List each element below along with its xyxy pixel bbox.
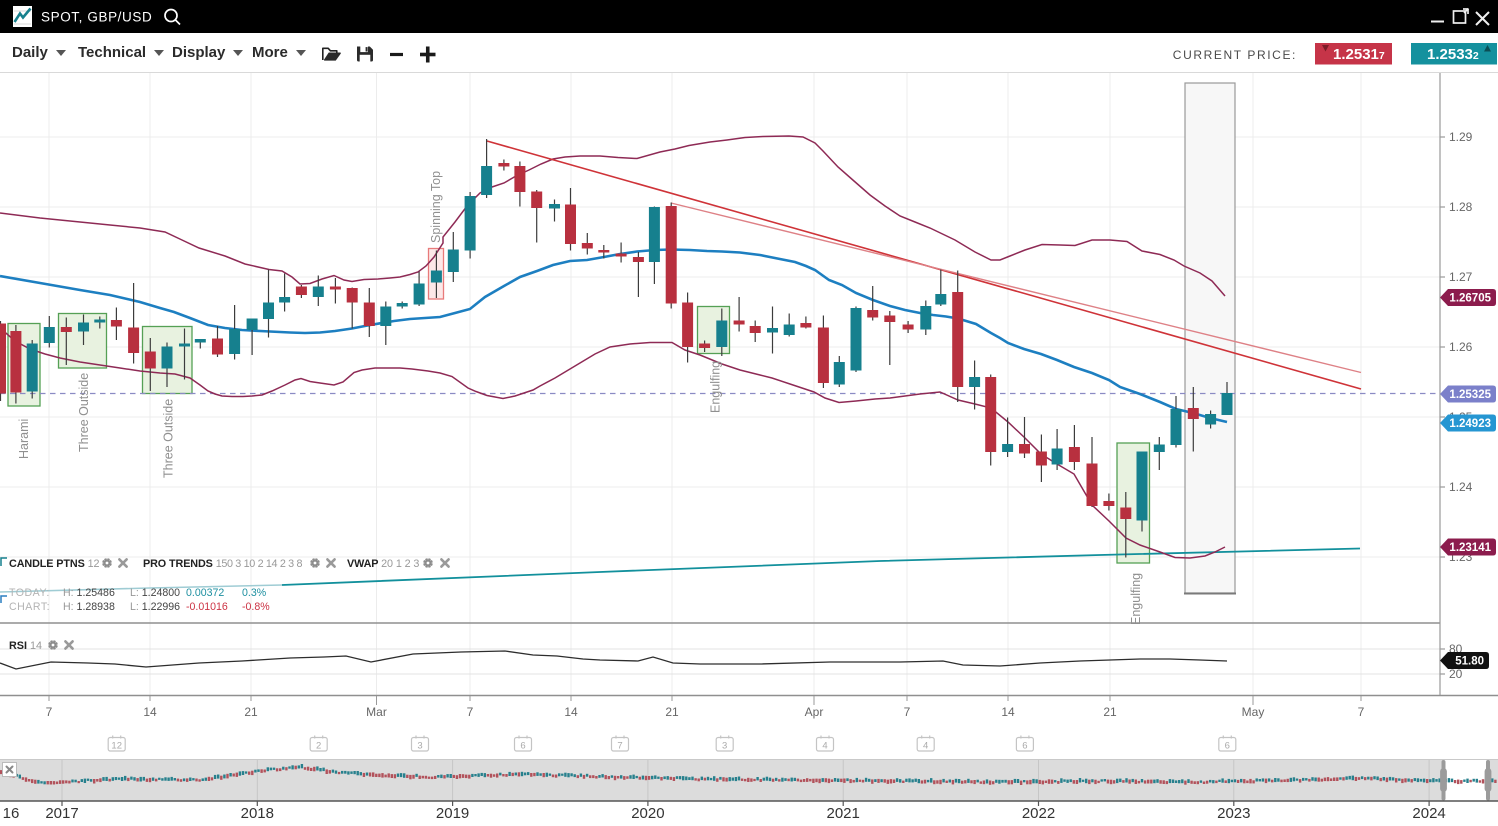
svg-text:6: 6 <box>520 741 525 752</box>
svg-text:7: 7 <box>904 705 911 719</box>
svg-text:1.26: 1.26 <box>1449 340 1473 354</box>
svg-text:2017: 2017 <box>45 805 78 822</box>
svg-text:3: 3 <box>417 741 422 752</box>
svg-text:2019: 2019 <box>436 805 469 822</box>
svg-text:7: 7 <box>46 705 53 719</box>
svg-text:Three Outside: Three Outside <box>77 373 91 452</box>
svg-text:1.29: 1.29 <box>1449 130 1473 144</box>
svg-text:3: 3 <box>722 741 727 752</box>
svg-text:Three Outside: Three Outside <box>162 399 176 478</box>
svg-text:2: 2 <box>316 741 321 752</box>
svg-text:2022: 2022 <box>1022 805 1055 822</box>
svg-text:1.26705: 1.26705 <box>1449 293 1491 305</box>
svg-text:51.80: 51.80 <box>1455 656 1484 668</box>
svg-text:14: 14 <box>564 705 578 719</box>
svg-text:16: 16 <box>3 805 20 822</box>
svg-text:7: 7 <box>467 705 474 719</box>
svg-text:21: 21 <box>665 705 679 719</box>
svg-text:1.28: 1.28 <box>1449 200 1473 214</box>
svg-text:21: 21 <box>1103 705 1117 719</box>
svg-text:Mar: Mar <box>366 705 387 719</box>
svg-text:2023: 2023 <box>1217 805 1250 822</box>
svg-text:PRO TRENDS 150 3 10 2 14 2 3 8: PRO TRENDS 150 3 10 2 14 2 3 8 <box>143 558 302 570</box>
svg-text:1.25317: 1.25317 <box>1333 46 1385 63</box>
svg-text:21: 21 <box>244 705 258 719</box>
svg-text:7: 7 <box>617 741 622 752</box>
svg-text:2024: 2024 <box>1412 805 1445 822</box>
svg-text:Engulfing: Engulfing <box>1129 573 1143 625</box>
svg-text:H: 1.25486: H: 1.25486 <box>63 587 115 599</box>
svg-text:1.27: 1.27 <box>1449 270 1473 284</box>
svg-text:6: 6 <box>1022 741 1027 752</box>
svg-text:1.25325: 1.25325 <box>1449 389 1491 401</box>
svg-text:12: 12 <box>111 741 122 752</box>
svg-text:7: 7 <box>1358 705 1365 719</box>
svg-text:-0.8%: -0.8% <box>242 601 270 613</box>
svg-text:Apr: Apr <box>805 705 824 719</box>
svg-text:May: May <box>1242 705 1265 719</box>
svg-text:L: 1.24800: L: 1.24800 <box>130 587 180 599</box>
svg-text:14: 14 <box>1001 705 1015 719</box>
svg-text:TODAY:: TODAY: <box>9 587 50 599</box>
svg-text:0.3%: 0.3% <box>242 587 267 599</box>
svg-text:1.23141: 1.23141 <box>1449 542 1491 554</box>
svg-text:0.00372: 0.00372 <box>186 587 224 599</box>
svg-text:VWAP 20 1 2 3: VWAP 20 1 2 3 <box>347 558 419 570</box>
svg-text:Engulfing: Engulfing <box>709 361 723 413</box>
svg-text:20: 20 <box>1449 667 1463 681</box>
svg-text:6: 6 <box>1225 741 1230 752</box>
svg-text:SPOT, GBP/USD: SPOT, GBP/USD <box>41 10 152 25</box>
svg-text:1.25332: 1.25332 <box>1427 46 1479 63</box>
svg-text:CANDLE PTNS 12: CANDLE PTNS 12 <box>9 558 99 570</box>
svg-text:4: 4 <box>923 741 928 752</box>
svg-text:1.24923: 1.24923 <box>1449 418 1491 430</box>
svg-text:Harami: Harami <box>17 419 31 459</box>
svg-text:Spinning Top: Spinning Top <box>429 171 443 243</box>
svg-text:14: 14 <box>143 705 157 719</box>
svg-text:H: 1.28938: H: 1.28938 <box>63 601 115 613</box>
svg-text:2018: 2018 <box>241 805 274 822</box>
svg-text:CURRENT PRICE:: CURRENT PRICE: <box>1173 48 1297 62</box>
svg-text:-0.01016: -0.01016 <box>186 601 228 613</box>
svg-text:1.24: 1.24 <box>1449 480 1473 494</box>
svg-text:CHART:: CHART: <box>9 601 50 613</box>
svg-text:2021: 2021 <box>827 805 860 822</box>
svg-text:L: 1.22996: L: 1.22996 <box>130 601 180 613</box>
svg-text:RSI 14: RSI 14 <box>9 640 42 652</box>
svg-text:4: 4 <box>822 741 827 752</box>
svg-text:2020: 2020 <box>631 805 664 822</box>
